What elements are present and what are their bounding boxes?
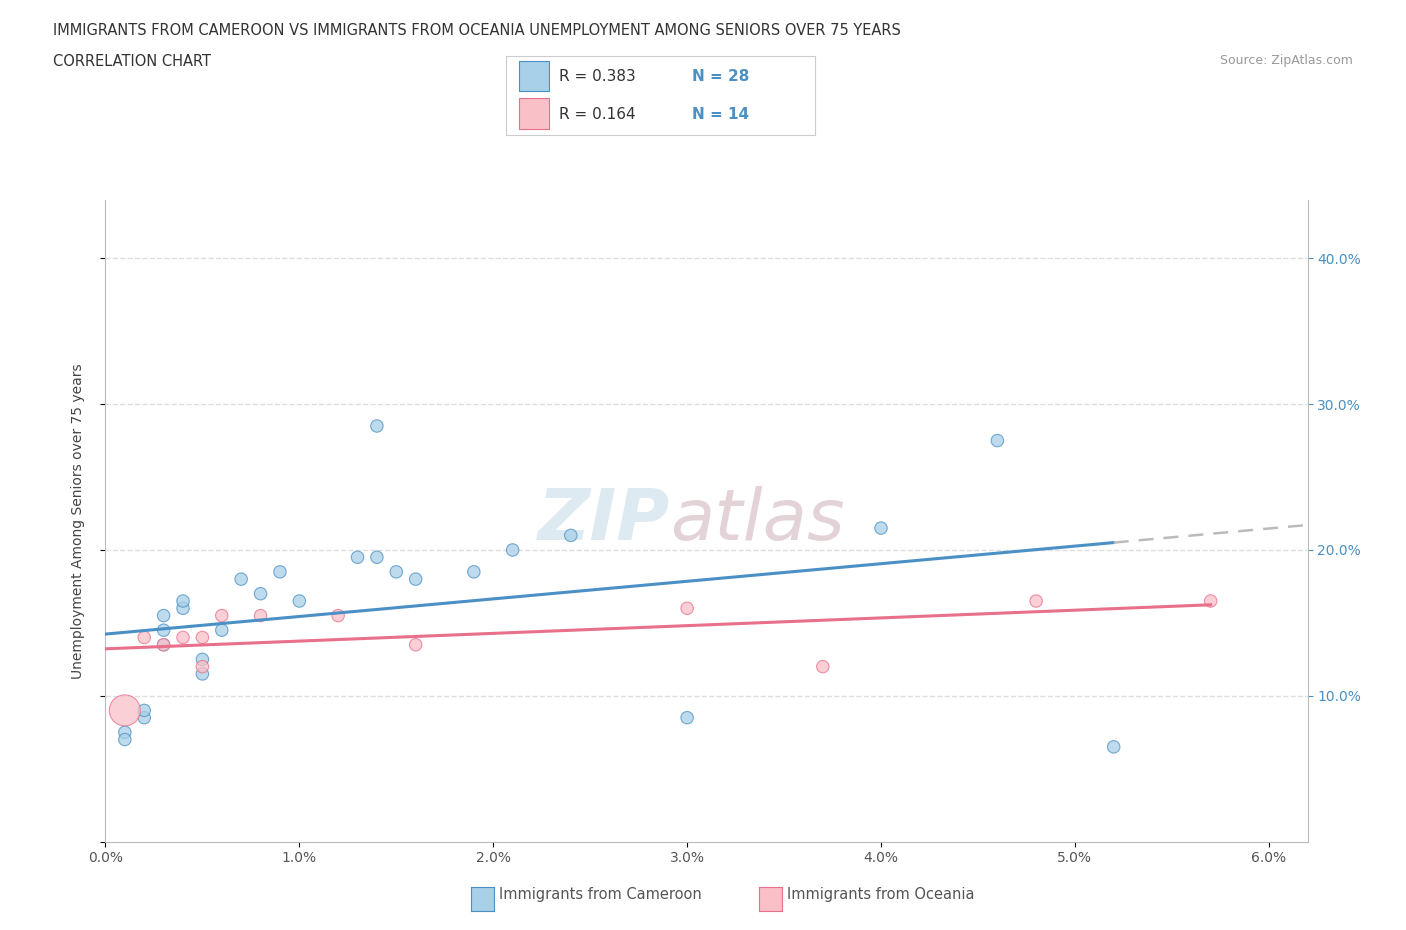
Point — [676, 711, 699, 725]
Point — [811, 659, 834, 674]
Point — [1025, 593, 1047, 608]
Point — [152, 608, 174, 623]
Text: CORRELATION CHART: CORRELATION CHART — [53, 54, 211, 69]
Text: Source: ZipAtlas.com: Source: ZipAtlas.com — [1219, 54, 1353, 67]
Point — [870, 521, 893, 536]
Point — [231, 572, 253, 587]
Point — [172, 630, 194, 644]
Point — [134, 703, 156, 718]
Bar — [519, 60, 550, 90]
Point — [152, 623, 174, 638]
Point — [152, 637, 174, 652]
Text: N = 28: N = 28 — [692, 69, 749, 84]
Point — [191, 659, 214, 674]
Text: ZIP: ZIP — [538, 486, 671, 555]
Point — [191, 652, 214, 667]
Point — [114, 724, 136, 739]
Text: R = 0.164: R = 0.164 — [558, 107, 636, 122]
Y-axis label: Unemployment Among Seniors over 75 years: Unemployment Among Seniors over 75 years — [70, 363, 84, 679]
Text: Immigrants from Cameroon: Immigrants from Cameroon — [499, 887, 702, 902]
Text: N = 14: N = 14 — [692, 107, 749, 122]
Point — [502, 542, 524, 557]
Point — [134, 630, 156, 644]
Point — [114, 732, 136, 747]
Point — [191, 630, 214, 644]
Point — [191, 667, 214, 682]
Point — [1199, 593, 1222, 608]
Point — [211, 608, 233, 623]
Point — [172, 601, 194, 616]
Point — [326, 608, 349, 623]
Point — [366, 418, 388, 433]
Point — [152, 637, 174, 652]
Point — [269, 565, 291, 579]
Point — [405, 637, 427, 652]
Point — [385, 565, 408, 579]
Point — [249, 586, 271, 601]
Point — [211, 623, 233, 638]
Point — [1102, 739, 1125, 754]
Text: R = 0.383: R = 0.383 — [558, 69, 636, 84]
Point — [114, 703, 136, 718]
Text: Immigrants from Oceania: Immigrants from Oceania — [787, 887, 974, 902]
Point — [288, 593, 311, 608]
Bar — [519, 99, 550, 128]
Point — [986, 433, 1008, 448]
Point — [560, 528, 582, 543]
Point — [366, 550, 388, 565]
Point — [172, 593, 194, 608]
Point — [134, 711, 156, 725]
Point — [249, 608, 271, 623]
Point — [676, 601, 699, 616]
Point — [346, 550, 368, 565]
Point — [405, 572, 427, 587]
Point — [463, 565, 485, 579]
Text: atlas: atlas — [671, 486, 845, 555]
Text: IMMIGRANTS FROM CAMEROON VS IMMIGRANTS FROM OCEANIA UNEMPLOYMENT AMONG SENIORS O: IMMIGRANTS FROM CAMEROON VS IMMIGRANTS F… — [53, 23, 901, 38]
